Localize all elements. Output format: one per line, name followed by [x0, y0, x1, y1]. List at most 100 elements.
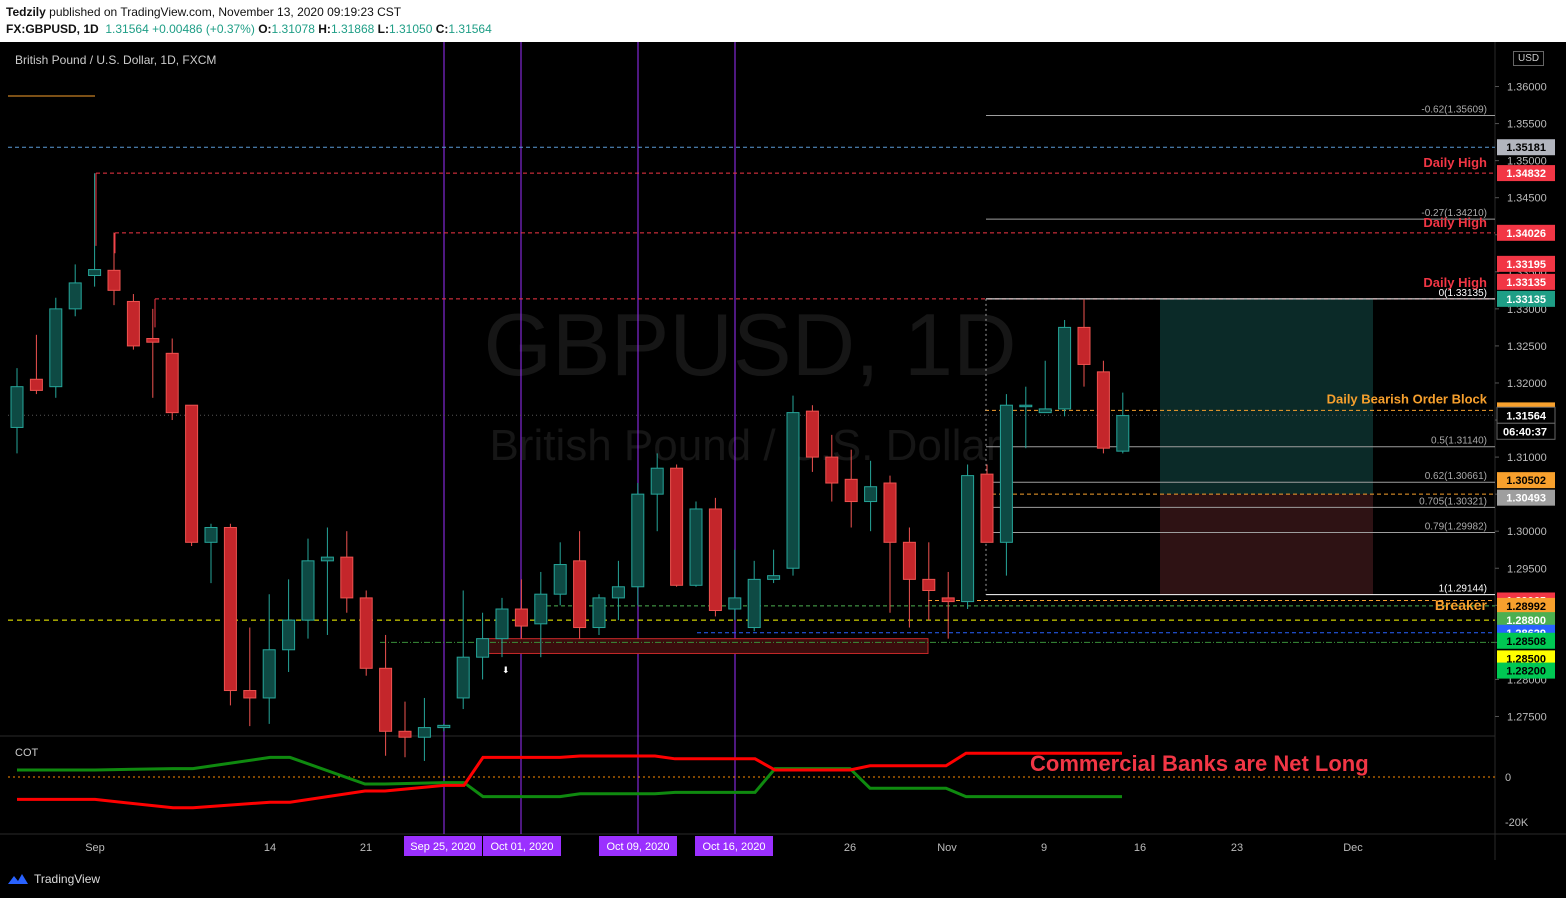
candle-body[interactable]	[1096, 371, 1110, 449]
candle-body[interactable]	[689, 508, 703, 586]
price-axis-label-box	[1497, 612, 1555, 629]
candle-body[interactable]	[553, 564, 567, 595]
date-marker-label: Oct 16, 2020	[703, 841, 766, 853]
candle-body[interactable]	[1116, 415, 1130, 452]
tradingview-logo-icon[interactable]	[8, 872, 28, 886]
candle-body[interactable]	[999, 404, 1013, 543]
candle-body[interactable]	[398, 730, 412, 738]
time-tick-label: Dec	[1343, 842, 1363, 854]
candle-body[interactable]	[379, 667, 393, 732]
candle-body[interactable]	[825, 456, 839, 484]
fib-level-label: -0.62(1.35609)	[1421, 105, 1487, 116]
price-tick-label: 1.33000	[1507, 304, 1547, 316]
candle-body[interactable]	[204, 526, 218, 543]
candle-body[interactable]	[49, 308, 63, 388]
candle-body[interactable]	[902, 541, 916, 580]
candle-body[interactable]	[495, 608, 509, 640]
low-value: 1.31050	[389, 22, 433, 36]
arrow-marker: ⬇	[502, 665, 510, 675]
daily-high-label: Daily High	[1423, 215, 1487, 230]
candle-body[interactable]	[864, 486, 878, 503]
high-label: H:	[318, 22, 331, 36]
candle-body[interactable]	[282, 619, 296, 651]
candle-body[interactable]	[650, 467, 664, 495]
candle-body[interactable]	[961, 475, 975, 603]
candle-body[interactable]	[223, 526, 237, 692]
candle-body[interactable]	[1058, 326, 1072, 410]
price-axis-label-box	[1497, 224, 1555, 241]
candle-body[interactable]	[786, 412, 800, 569]
price-axis-label-box	[1497, 662, 1555, 679]
publish-header: Tedzily published on TradingView.com, No…	[0, 0, 1566, 42]
candle-body[interactable]	[417, 727, 431, 738]
candle-body[interactable]	[88, 269, 102, 277]
candle-body[interactable]	[514, 608, 528, 627]
published-text: published on TradingView.com, November 1…	[49, 5, 402, 19]
candle-body[interactable]	[476, 638, 490, 658]
candle-body[interactable]	[805, 410, 819, 458]
candle-body[interactable]	[631, 493, 645, 588]
fib-level-label: -0.27(1.34210)	[1421, 208, 1487, 219]
candle-body[interactable]	[844, 478, 858, 503]
candle-body[interactable]	[301, 560, 315, 621]
time-tick-label: Nov	[937, 842, 957, 854]
cot-tick-label: -20K	[1505, 817, 1529, 829]
candle-body[interactable]	[747, 578, 761, 629]
candle-body[interactable]	[534, 593, 548, 625]
candle-body[interactable]	[573, 560, 587, 629]
candle-body[interactable]	[10, 386, 24, 428]
ohlc-line: FX:GBPUSD, 1D 1.31564 +0.00486 (+0.37%) …	[6, 22, 492, 36]
time-tick-label: 21	[360, 842, 372, 854]
price-chart[interactable]: GBPUSD, 1D British Pound / U.S. Dollar ⬇ -0…	[0, 42, 1566, 862]
order-block-label: Daily Bearish Order Block	[1327, 391, 1488, 406]
candle-body[interactable]	[1077, 326, 1091, 365]
candle-body[interactable]	[1019, 404, 1033, 408]
candle-body[interactable]	[320, 556, 334, 562]
high-value: 1.31868	[330, 22, 375, 36]
price-axis-label-box	[1497, 650, 1555, 667]
date-marker-label: Oct 09, 2020	[607, 841, 670, 853]
fib-level-label: 0.62(1.30661)	[1425, 471, 1487, 482]
candle-body[interactable]	[437, 724, 451, 729]
candle-body[interactable]	[883, 482, 897, 543]
candle-body[interactable]	[68, 282, 82, 310]
price-axis-label: 1.33135	[1506, 277, 1546, 289]
candle-body[interactable]	[708, 508, 722, 611]
date-marker-box	[599, 836, 677, 856]
price-axis-label-box	[1497, 273, 1555, 290]
candle-body[interactable]	[1038, 408, 1052, 414]
fib-level-label: 0(1.33135)	[1439, 288, 1487, 299]
candle-body[interactable]	[29, 378, 43, 391]
candle-body[interactable]	[262, 649, 276, 699]
cot-annotation: Commercial Banks are Net Long	[1030, 751, 1369, 776]
time-tick-label: 9	[1041, 842, 1047, 854]
price-axis-label-box	[1497, 489, 1555, 506]
candle-body[interactable]	[359, 597, 373, 669]
candle-body[interactable]	[922, 578, 936, 591]
candle-body[interactable]	[185, 404, 199, 543]
countdown-label: 06:40:37	[1503, 426, 1547, 438]
candle-body[interactable]	[165, 352, 179, 414]
price-axis-label-box	[1497, 632, 1555, 649]
currency-button[interactable]: USD	[1513, 51, 1545, 66]
author-name[interactable]: Tedzily	[6, 5, 46, 19]
candle-body[interactable]	[611, 586, 625, 599]
candle-body[interactable]	[728, 597, 742, 610]
pane-title: British Pound / U.S. Dollar, 1D, FXCM	[15, 53, 217, 67]
candle-body[interactable]	[243, 690, 257, 699]
candle-body[interactable]	[980, 473, 994, 543]
candle-body[interactable]	[767, 575, 781, 580]
price-axis-label-box	[1497, 472, 1555, 489]
footer-brand[interactable]: TradingView	[34, 872, 101, 886]
candle-body[interactable]	[941, 597, 955, 603]
candle-body[interactable]	[146, 338, 160, 343]
date-marker-label: Oct 01, 2020	[491, 841, 554, 853]
publish-line: Tedzily published on TradingView.com, No…	[6, 5, 401, 19]
candle-body[interactable]	[126, 300, 140, 347]
candle-body[interactable]	[107, 269, 121, 291]
candle-body[interactable]	[456, 656, 470, 699]
candle-body[interactable]	[340, 556, 354, 599]
candle-body[interactable]	[592, 597, 606, 629]
candle-body[interactable]	[670, 467, 684, 586]
price-change: +0.00486 (+0.37%)	[152, 22, 255, 36]
